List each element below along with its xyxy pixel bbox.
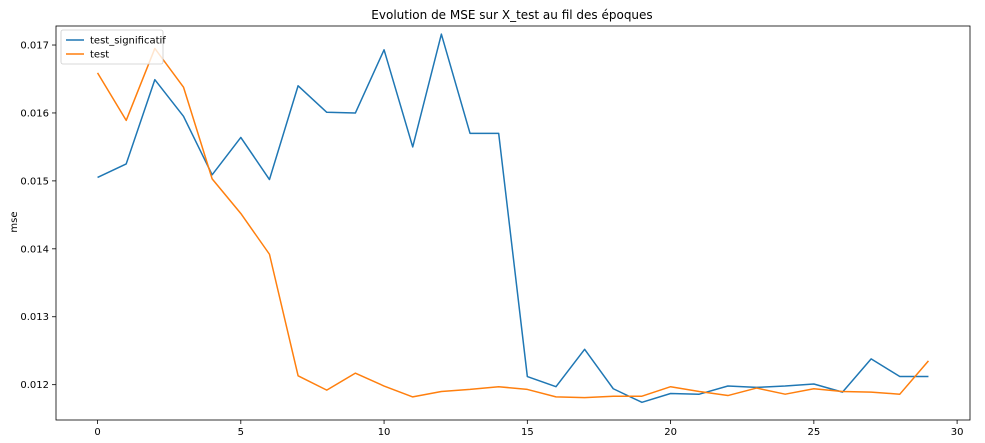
axes-frame bbox=[55, 25, 971, 421]
y-tick-label: 0.016 bbox=[20, 108, 49, 119]
series-line-test_significatif bbox=[97, 33, 929, 404]
plot-area: 0 5 10 15 20 25 30 0.012 0.013 0.014 0.015 0.016 0.0… bbox=[20, 25, 971, 438]
y-axis-label: mse bbox=[9, 211, 20, 232]
x-tick-label: 30 bbox=[951, 427, 964, 438]
legend-entry-label: test bbox=[90, 50, 109, 61]
legend-box bbox=[60, 29, 164, 65]
x-tick-label: 0 bbox=[94, 427, 100, 438]
y-tick-label: 0.013 bbox=[20, 312, 49, 323]
y-tick-label: 0.015 bbox=[20, 176, 49, 187]
y-tick-label: 0.012 bbox=[20, 380, 49, 391]
x-tick-label: 15 bbox=[521, 427, 534, 438]
x-tick-label: 20 bbox=[664, 427, 677, 438]
chart-title: Evolution de MSE sur X_test au fil des é… bbox=[371, 8, 652, 22]
series-line-test bbox=[96, 47, 930, 399]
x-tick-label: 10 bbox=[378, 427, 391, 438]
legend-entry-label: test_significatif bbox=[90, 36, 166, 47]
x-tick-label: 5 bbox=[238, 427, 244, 438]
y-tick-label: 0.017 bbox=[20, 41, 49, 52]
x-tick-label: 25 bbox=[807, 427, 820, 438]
y-tick-label: 0.014 bbox=[20, 244, 49, 255]
